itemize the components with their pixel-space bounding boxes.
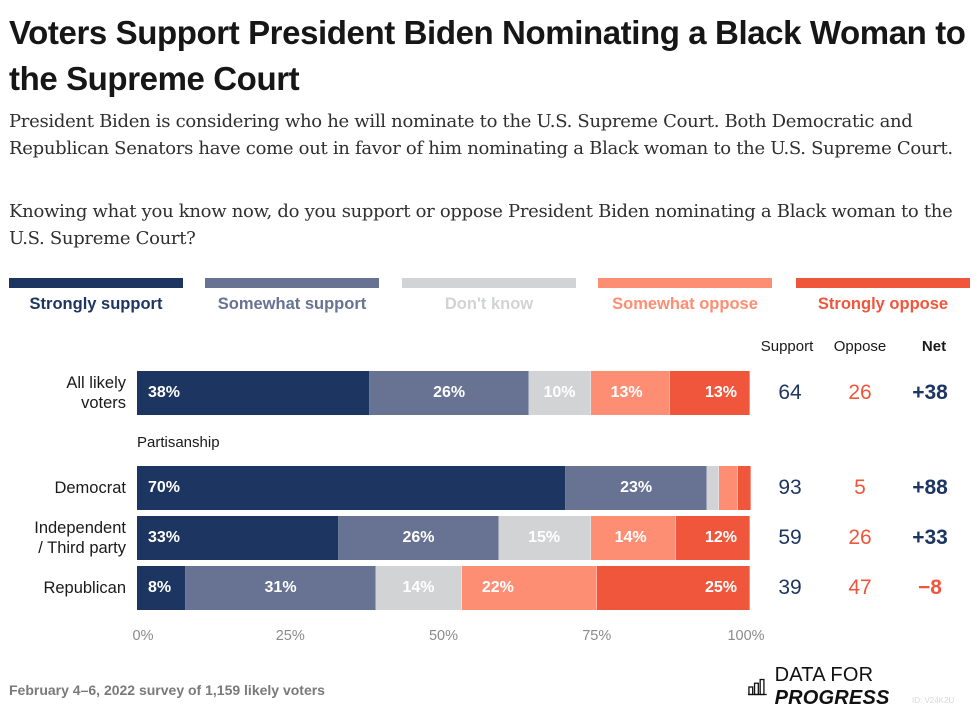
bar-segment-somewhat-support: 31%: [186, 566, 377, 610]
bar-segment-strongly-oppose: 12%: [676, 516, 750, 560]
bar-segment-somewhat-support: 26%: [339, 516, 499, 560]
bar-segment-strongly-oppose: 13%: [670, 371, 750, 415]
bar-segment-somewhat-oppose: [719, 466, 738, 510]
stacked-bar: 70% 23%: [137, 466, 751, 510]
support-value: 93: [778, 476, 802, 499]
chart-id: ID: V24K2U: [912, 696, 955, 705]
oppose-value: 26: [848, 381, 872, 404]
stacked-bar: 38% 26% 10% 13% 13%: [137, 371, 750, 415]
bar-chart-icon: [748, 678, 767, 696]
support-value: 64: [778, 381, 802, 404]
x-tick-label: 75%: [582, 628, 612, 644]
bar-segment-strongly-support: 38%: [137, 371, 370, 415]
legend-swatch: [598, 278, 772, 288]
bar-segment-strongly-support: 70%: [137, 466, 567, 510]
legend-swatch: [205, 278, 379, 288]
row-label-line: voters: [81, 394, 126, 412]
bar-segment-strongly-oppose: 25%: [596, 566, 750, 610]
bar-segment-somewhat-support: 26%: [369, 371, 530, 415]
legend-label: Don't know: [444, 295, 534, 313]
bar-segment-somewhat-support: 23%: [566, 466, 708, 510]
row-label: Republican: [43, 578, 126, 598]
legend-item-strongly-support: Strongly support: [9, 278, 183, 314]
row-label: All likely voters: [66, 373, 126, 413]
bar-segment-dont-know: 10%: [529, 371, 591, 415]
stacked-bar: 8% 31% 14% 22% 25%: [137, 566, 750, 610]
oppose-value: 26: [848, 526, 872, 549]
x-tick-label: 50%: [428, 628, 459, 644]
net-value: −8: [918, 576, 942, 599]
x-tick-label: 0%: [132, 628, 154, 644]
legend: Strongly support Somewhat support Don't kn…: [9, 278, 971, 318]
bar-segment-dont-know: 15%: [498, 516, 591, 560]
net-value: +88: [912, 476, 948, 499]
brand-name: DATA FOR PROGRESS: [774, 664, 890, 706]
net-column-header: Net: [921, 338, 947, 355]
net-value: +38: [912, 381, 948, 404]
oppose-value: 5: [854, 476, 866, 499]
row-label-line: All likely: [66, 374, 126, 392]
row-label-line: / Third party: [38, 539, 126, 557]
support-value: 59: [778, 526, 802, 549]
bar-segment-strongly-support: 33%: [137, 516, 340, 560]
row-label: Democrat: [54, 478, 126, 498]
row-label-line: Independent: [34, 519, 126, 537]
survey-note: February 4–6, 2022 survey of 1,159 likel…: [9, 682, 325, 698]
row-label: Independent / Third party: [34, 518, 126, 558]
oppose-value: 47: [848, 576, 872, 599]
chart-intro: President Biden is considering who he wi…: [9, 111, 953, 159]
legend-swatch: [796, 278, 970, 288]
chart-title: Voters Support President Biden Nominatin…: [9, 14, 966, 97]
legend-label: Strongly oppose: [817, 295, 949, 313]
legend-label: Somewhat support: [217, 295, 367, 313]
support-value: 39: [778, 576, 802, 599]
legend-label: Strongly support: [29, 295, 163, 313]
bar-segment-dont-know: 14%: [376, 566, 462, 610]
legend-item-strongly-oppose: Strongly oppose: [796, 278, 970, 314]
group-label-partisanship: Partisanship: [137, 434, 220, 451]
legend-swatch: [9, 278, 183, 288]
legend-swatch: [402, 278, 576, 288]
row-label-line: Democrat: [54, 479, 126, 497]
legend-item-dont-know: Don't know: [402, 278, 576, 314]
legend-item-somewhat-oppose: Somewhat oppose: [598, 278, 772, 314]
net-value: +33: [912, 526, 948, 549]
brand-logo: DATA FOR PROGRESS: [748, 664, 980, 706]
survey-question: Knowing what you know now, do you suppor…: [9, 201, 953, 249]
bar-segment-somewhat-oppose: 14%: [590, 516, 677, 560]
row-label-line: Republican: [43, 579, 126, 597]
bar-segment-somewhat-oppose: 22%: [461, 566, 597, 610]
bar-segment-strongly-oppose: [737, 466, 751, 510]
x-tick-label: 25%: [275, 628, 305, 644]
x-tick-label: 100%: [727, 628, 765, 644]
bar-segment-somewhat-oppose: 13%: [590, 371, 671, 415]
support-column-header: Support: [760, 338, 814, 355]
legend-item-somewhat-support: Somewhat support: [205, 278, 379, 314]
bar-segment-dont-know: [707, 466, 720, 510]
legend-label: Somewhat oppose: [612, 295, 758, 313]
bar-segment-strongly-support: 8%: [137, 566, 187, 610]
stacked-bar: 33% 26% 15% 14% 12%: [137, 516, 750, 560]
oppose-column-header: Oppose: [833, 338, 887, 355]
